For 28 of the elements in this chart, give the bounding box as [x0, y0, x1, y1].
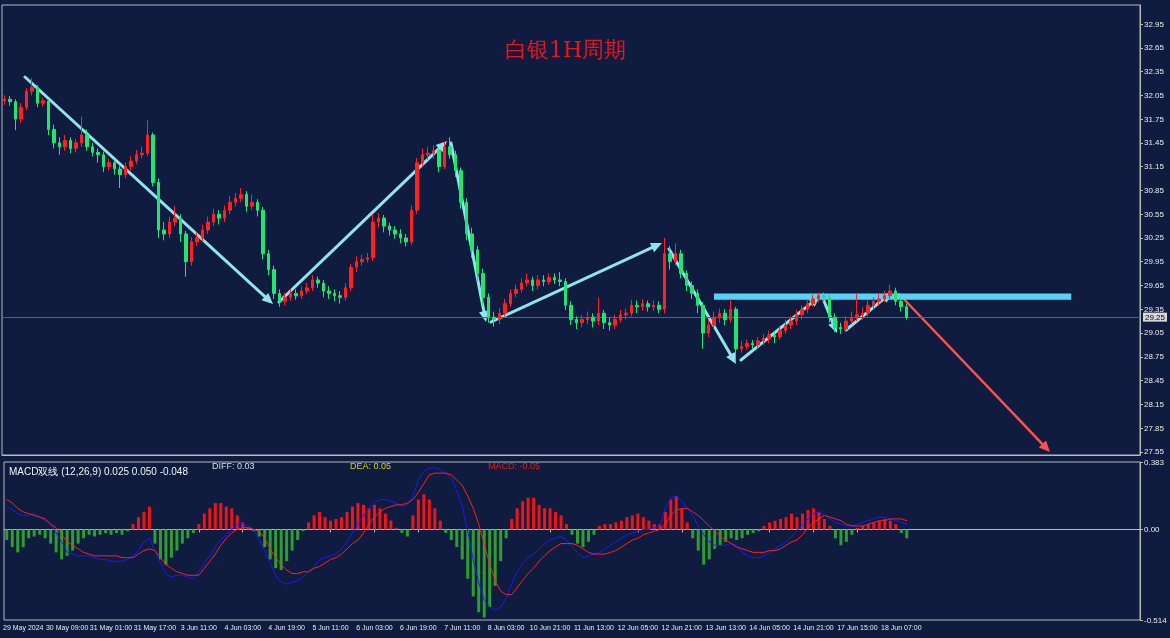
y-tick-label: 28.15 — [1144, 399, 1165, 409]
y-tick-label: 30.85 — [1144, 185, 1165, 195]
ref-line-label: 29.25 — [1145, 312, 1166, 322]
y-tick-label: 29.65 — [1144, 280, 1165, 290]
y-tick-label: 32.35 — [1144, 67, 1165, 77]
y-tick-label: 29.05 — [1144, 328, 1165, 338]
y-tick-label: 28.75 — [1144, 352, 1165, 362]
y-tick-label: 32.65 — [1144, 43, 1165, 53]
y-tick-label: 28.45 — [1144, 376, 1165, 386]
annotation: MACD: -0.05 — [488, 460, 541, 471]
y-tick-label: 32.95 — [1144, 19, 1165, 29]
y-tick-label: 29.95 — [1144, 257, 1165, 267]
y-tick-label: 30.25 — [1144, 233, 1165, 243]
y-tick-label: 0.00 — [1144, 524, 1161, 534]
annotation: DEA: 0.05 — [350, 460, 392, 471]
annotation: DIFF: 0.03 — [212, 460, 255, 471]
y-tick-label: 31.75 — [1144, 114, 1165, 124]
y-tick-label: 27.55 — [1144, 447, 1165, 457]
y-tick-label: 0.383 — [1144, 457, 1165, 467]
y-tick-label: 31.15 — [1144, 162, 1165, 172]
y-tick-label: -0.514 — [1144, 615, 1168, 625]
y-tick-label: 31.45 — [1144, 138, 1165, 148]
y-tick-label: 30.55 — [1144, 209, 1165, 219]
text: 白银1H周期 — [505, 36, 627, 62]
y-tick-label: 29.35 — [1144, 304, 1165, 314]
chart-title: MACD双线 (12,26,9) 0.025 0.050 -0.048 — [9, 465, 189, 477]
y-tick-label: 32.05 — [1144, 90, 1165, 100]
y-tick-label: 27.85 — [1144, 423, 1165, 433]
